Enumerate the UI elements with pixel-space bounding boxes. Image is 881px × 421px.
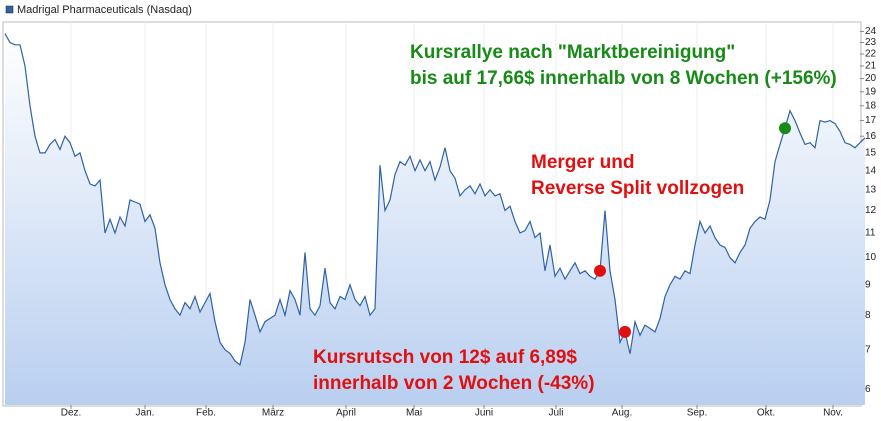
y-tick-label: 12 — [865, 205, 877, 216]
chart-title: Madrigal Pharmaceuticals (Nasdaq) — [17, 4, 192, 16]
x-tick-label: Aug. — [612, 408, 633, 419]
y-tick-label: 17 — [865, 115, 877, 126]
y-tick-label: 6 — [865, 384, 871, 395]
x-tick-label: März — [262, 408, 284, 419]
y-tick-label: 18 — [865, 100, 877, 111]
x-tick-label: Sep. — [687, 408, 708, 419]
y-tick-label: 23 — [865, 37, 877, 48]
annotation-marker — [594, 264, 606, 277]
annotation-text: Kursrutsch von 12$ auf 6,89$ — [313, 347, 577, 368]
x-tick-label: April — [336, 408, 356, 419]
area — [5, 33, 865, 405]
y-tick-label: 22 — [865, 49, 877, 60]
y-tick-label: 13 — [865, 184, 877, 195]
y-tick-label: 9 — [865, 279, 871, 290]
y-tick-label: 21 — [865, 61, 877, 72]
price-line — [4, 33, 866, 366]
x-tick-label: Nov. — [823, 408, 843, 419]
y-tick-label: 16 — [865, 131, 877, 142]
x-tick-label: Jan. — [136, 408, 155, 419]
annotation-text: innerhalb von 2 Wochen (-43%) — [313, 373, 595, 394]
y-tick-label: 20 — [865, 73, 877, 84]
x-tick-label: Feb. — [196, 408, 216, 419]
y-tick-label: 15 — [865, 148, 877, 159]
y-tick-label: 7 — [865, 344, 871, 355]
y-tick-label: 10 — [865, 252, 877, 263]
annotation-text: Kursrallye nach "Marktbereinigung" — [410, 42, 735, 63]
y-tick-label: 19 — [865, 86, 877, 97]
annotation-text: Reverse Split vollzogen — [531, 178, 744, 199]
annotation-text: Merger und — [531, 152, 634, 173]
y-tick-label: 11 — [865, 228, 876, 239]
annotation-text: bis auf 17,66$ innerhalb von 8 Wochen (+… — [410, 68, 837, 89]
x-tick-label: Dez. — [61, 408, 82, 419]
y-tick-label: 24 — [865, 26, 877, 37]
x-tick-label: Mai — [406, 408, 422, 419]
y-tick-label: 14 — [865, 165, 877, 176]
x-tick-label: Juni — [475, 408, 493, 419]
y-tick-label: 8 — [865, 310, 871, 321]
legend-swatch — [5, 5, 14, 14]
x-tick-label: Okt. — [757, 408, 775, 419]
annotation-marker — [619, 325, 631, 338]
annotation-marker — [779, 122, 791, 135]
x-tick-label: Juli — [548, 408, 563, 419]
